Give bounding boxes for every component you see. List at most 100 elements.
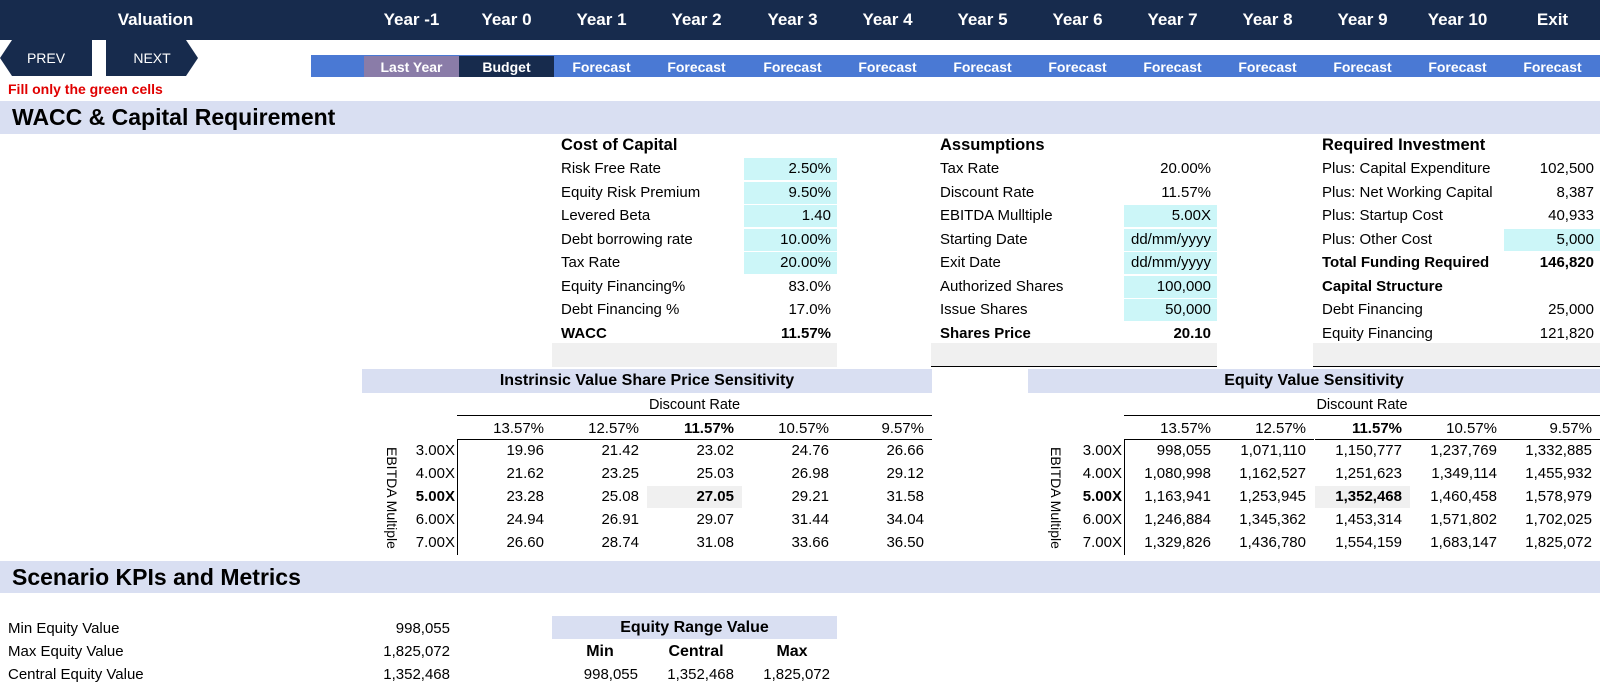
sens_share-col-label: 11.57% [647, 418, 742, 440]
sens_share-cell: 28.74 [601, 534, 639, 551]
assumptions-value-cell: 20.00% [1160, 160, 1211, 177]
year-header-cell: Exit [1505, 0, 1600, 40]
period-type-cell: Forecast [1030, 56, 1125, 77]
required_investment-input-cell[interactable]: 5,000 [1504, 228, 1600, 251]
required_investment-row-label: Plus: Startup Cost [1322, 207, 1443, 224]
sens_share-cell: 19.96 [506, 442, 544, 459]
year-header-cell: Year -1 [364, 0, 459, 40]
equity-range-col-header: Central [668, 643, 724, 660]
sens_equity-row-header: EBITDA Multiple [1048, 446, 1064, 549]
period-type-cell: Last Year [364, 56, 459, 77]
required_investment-row-label: Plus: Net Working Capital [1322, 183, 1493, 201]
sens_equity-cell: 1,436,780 [1239, 534, 1306, 551]
kpi-label: Max Equity Value [8, 643, 124, 660]
next-button-label: NEXT [133, 50, 171, 66]
sens_share-col-label: 9.57% [837, 418, 932, 440]
sens_share-cell: 26.98 [791, 465, 829, 482]
sens_share-title-band: Instrinsic Value Share Price Sensitivity [362, 369, 932, 393]
required_investment-value-cell: 102,500 [1539, 160, 1594, 177]
assumptions-input-cell[interactable]: 100,000 [1124, 275, 1217, 298]
required_investment-value-cell: 121,820 [1539, 324, 1594, 342]
sens_equity-cell: 1,253,945 [1239, 488, 1306, 505]
sens_equity-cell: 1,246,884 [1144, 511, 1211, 528]
sens_equity-row-label: 7.00X [1082, 534, 1122, 551]
spacer-cell [1313, 343, 1600, 367]
sens_equity-row-label: 5.00X [1082, 488, 1122, 505]
year-header-cell: Year 4 [840, 0, 935, 40]
sens_share-title: Instrinsic Value Share Price Sensitivity [499, 372, 795, 389]
sens_share-col-label: 12.57% [552, 418, 647, 440]
assumptions-row-label: Tax Rate [940, 160, 1000, 177]
sens_share-cell: 26.60 [506, 534, 544, 551]
year-header-cell: Year 0 [459, 0, 554, 40]
period-type-cell: Forecast [649, 56, 744, 77]
sens_equity-cell: 1,345,362 [1239, 511, 1306, 528]
assumptions-row-label: Starting Date [940, 230, 1028, 248]
sens_share-cell: 26.66 [886, 442, 924, 459]
fill-green-note: Fill only the green cells [8, 81, 163, 97]
required_investment-title: Required Investment [1322, 136, 1486, 154]
assumptions-value-cell: 11.57% [1161, 183, 1211, 201]
cost_of_capital-input-cell[interactable]: 1.40 [744, 205, 837, 227]
sens_equity-title-band: Equity Value Sensitivity [1028, 369, 1600, 393]
sens_equity-cell: 1,162,527 [1239, 465, 1306, 482]
required_investment-row-label: Plus: Capital Expenditure [1322, 160, 1491, 177]
assumptions-row-label: Discount Rate [940, 183, 1035, 201]
required_investment-value-cell: 40,933 [1548, 207, 1594, 224]
kpi-value: 998,055 [395, 620, 450, 637]
sens_equity-cell: 1,251,623 [1335, 465, 1402, 482]
assumptions-row-label: EBITDA Mulltiple [940, 207, 1053, 224]
cost_of_capital-input-cell[interactable]: 10.00% [744, 228, 837, 251]
required_investment-value-cell: 146,820 [1539, 254, 1594, 271]
sens_share-cell: 29.21 [791, 488, 829, 505]
assumptions-input-cell[interactable]: dd/mm/yyyy [1124, 228, 1217, 251]
period-type-cell: Forecast [935, 56, 1030, 77]
section-wacc-title: WACC & Capital Requirement [12, 104, 336, 130]
sens_share-cell: 36.50 [886, 534, 924, 551]
year-header-cell: Year 10 [1410, 0, 1505, 40]
sens_share-col-label: 13.57% [457, 418, 552, 440]
sens_share-row-label: 6.00X [415, 511, 455, 528]
period-type-cell: Forecast [554, 56, 649, 77]
kpi-label: Central Equity Value [8, 666, 144, 683]
year-header-cell: Year 9 [1315, 0, 1410, 40]
sens_equity-col-label: 13.57% [1124, 418, 1219, 440]
equity-range-value: 1,825,072 [763, 666, 830, 683]
sens_share-cell: 25.08 [601, 488, 639, 505]
sens_equity-row-label: 4.00X [1082, 465, 1122, 482]
sens_share-cell: 21.62 [506, 465, 544, 482]
cost_of_capital-row-label: Equity Financing% [561, 277, 686, 295]
prev-button[interactable]: PREV [0, 40, 92, 76]
cost_of_capital-row-label: Levered Beta [561, 207, 651, 224]
spacer-cell [931, 343, 1217, 367]
cost_of_capital-input-cell[interactable]: 9.50% [744, 181, 837, 204]
year-header-cell: Year 1 [554, 0, 649, 40]
assumptions-input-cell[interactable]: 5.00X [1124, 205, 1217, 227]
sens_equity-cell: 1,453,314 [1335, 511, 1402, 528]
year-header-cell: Year 6 [1030, 0, 1125, 40]
sens_equity-cell: 1,150,777 [1335, 442, 1402, 459]
sens_equity-cell: 1,702,025 [1525, 511, 1592, 528]
sens_share-col-label: 10.57% [742, 418, 837, 440]
cost_of_capital-row-label: Debt borrowing rate [561, 230, 693, 248]
sens_share-row-label: 7.00X [415, 534, 455, 551]
period-type-cell: Forecast [745, 56, 840, 77]
cost_of_capital-input-cell[interactable]: 2.50% [744, 158, 837, 180]
sens_share-cell: 31.58 [886, 488, 924, 505]
sens_share-row-label: 5.00X [415, 488, 455, 505]
period-type-cell: Forecast [1505, 56, 1600, 77]
year-header-cell: Year 3 [745, 0, 840, 40]
sens_equity-cell: 1,578,979 [1525, 488, 1592, 505]
sens_equity-vertical-rule [1124, 440, 1125, 555]
assumptions-input-cell[interactable]: dd/mm/yyyy [1124, 252, 1217, 274]
sens_share-cell: 31.44 [791, 511, 829, 528]
assumptions-row-label: Authorized Shares [940, 277, 1064, 295]
year-header-cell: Year 5 [935, 0, 1030, 40]
kpi-label: Min Equity Value [8, 620, 120, 637]
assumptions-input-cell[interactable]: 50,000 [1124, 299, 1217, 321]
sens_equity-cell: 1,455,932 [1525, 465, 1592, 482]
next-button[interactable]: NEXT [106, 40, 198, 76]
cost_of_capital-input-cell[interactable]: 20.00% [744, 252, 837, 274]
cost_of_capital-row-label: Debt Financing % [561, 301, 680, 318]
sens_equity-cell: 1,332,885 [1525, 442, 1592, 459]
